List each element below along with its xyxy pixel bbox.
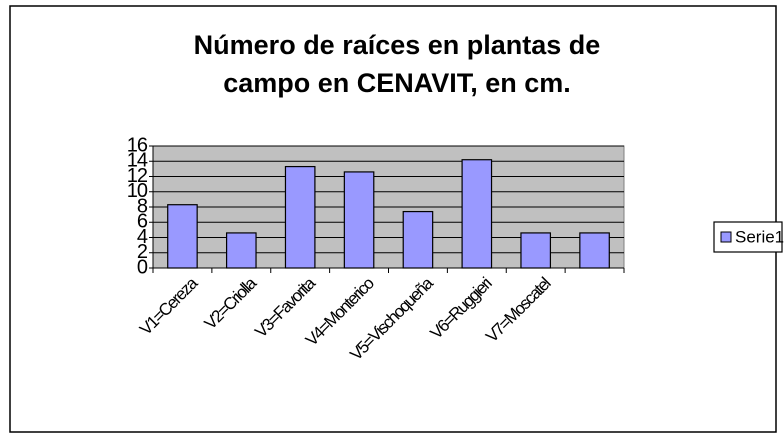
y-tick-label: 6 bbox=[137, 211, 148, 233]
bar bbox=[402, 210, 434, 269]
bar bbox=[520, 232, 552, 269]
y-tick-label: 16 bbox=[127, 134, 148, 156]
y-tick-label: 10 bbox=[127, 180, 148, 202]
bar bbox=[284, 165, 316, 269]
legend-label: Serie1 bbox=[735, 227, 784, 246]
y-tick-label: 0 bbox=[137, 256, 148, 278]
y-tick-label: 12 bbox=[127, 165, 148, 187]
chart-title-line: campo en CENAVIT, en cm. bbox=[223, 68, 571, 98]
bar bbox=[167, 204, 198, 269]
legend-swatch bbox=[720, 231, 732, 243]
bar bbox=[343, 171, 375, 269]
y-tick-label: 2 bbox=[137, 241, 148, 263]
y-tick-label: 4 bbox=[137, 226, 148, 248]
bar bbox=[579, 232, 610, 269]
bar bbox=[461, 159, 493, 269]
y-tick-label: 8 bbox=[137, 195, 148, 217]
bar bbox=[225, 232, 257, 269]
chart-title-line: Número de raíces en plantas de bbox=[194, 30, 601, 60]
y-tick-label: 14 bbox=[127, 150, 148, 172]
